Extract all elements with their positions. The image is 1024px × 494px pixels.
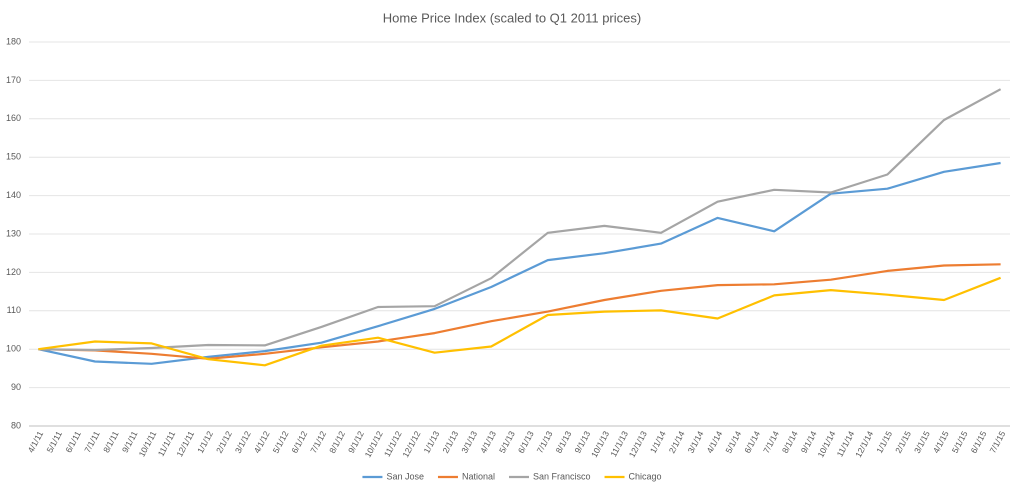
x-tick-label: 4/1/11 — [26, 429, 46, 454]
x-tick-label: 9/1/13 — [572, 429, 592, 455]
x-tick-label: 12/1/12 — [400, 429, 422, 459]
x-tick-label: 7/1/12 — [308, 429, 328, 455]
x-tick-label: 6/1/11 — [63, 429, 83, 454]
x-tick-label: 6/1/13 — [516, 429, 536, 455]
x-tick-label: 4/1/14 — [704, 429, 724, 455]
x-tick-label: 6/1/12 — [289, 429, 309, 455]
x-tick-label: 1/1/15 — [874, 429, 894, 455]
x-tick-label: 7/1/11 — [82, 429, 102, 454]
x-tick-label: 4/1/13 — [478, 429, 498, 455]
x-tick-label: 5/1/11 — [44, 429, 64, 454]
x-tick-label: 6/1/15 — [969, 429, 989, 455]
y-tick-label: 110 — [7, 305, 21, 315]
x-tick-label: 7/1/15 — [987, 429, 1007, 455]
y-tick-label: 160 — [6, 113, 21, 123]
y-tick-label: 150 — [6, 152, 21, 162]
x-tick-label: 9/1/12 — [346, 429, 366, 455]
legend-label: San Jose — [386, 471, 424, 481]
y-tick-label: 120 — [6, 267, 21, 277]
x-tick-label: 12/1/11 — [174, 429, 196, 458]
y-tick-label: 90 — [11, 382, 21, 392]
x-tick-label: 1/1/12 — [195, 429, 215, 455]
x-tick-label: 9/1/14 — [799, 429, 819, 455]
y-tick-label: 80 — [11, 420, 21, 430]
x-tick-label: 3/1/12 — [233, 429, 253, 455]
x-tick-label: 12/1/14 — [853, 429, 875, 459]
x-tick-label: 7/1/13 — [535, 429, 555, 455]
series-line — [38, 88, 1002, 352]
x-tick-label: 6/1/14 — [742, 429, 762, 455]
x-tick-label: 5/1/14 — [723, 429, 743, 455]
x-tick-label: 4/1/12 — [252, 429, 272, 455]
x-tick-label: 4/1/15 — [931, 429, 951, 455]
y-tick-label: 170 — [6, 75, 21, 85]
x-tick-label: 5/1/12 — [271, 429, 291, 455]
x-tick-label: 3/1/14 — [686, 429, 706, 455]
x-tick-label: 2/1/12 — [214, 429, 234, 455]
y-tick-label: 100 — [6, 344, 21, 354]
x-tick-label: 8/1/14 — [780, 429, 800, 455]
x-tick-label: 3/1/15 — [912, 429, 932, 455]
x-tick-label: 8/1/11 — [101, 429, 121, 454]
y-tick-label: 180 — [6, 36, 21, 46]
x-tick-label: 2/1/15 — [893, 429, 913, 455]
x-tick-label: 5/1/13 — [497, 429, 517, 455]
series-line — [38, 263, 1001, 360]
x-tick-label: 2/1/13 — [440, 429, 460, 455]
x-tick-label: 2/1/14 — [667, 429, 687, 455]
x-tick-label: 12/1/13 — [627, 429, 649, 459]
x-tick-label: 7/1/14 — [761, 429, 781, 455]
y-tick-label: 140 — [6, 190, 21, 200]
x-tick-label: 1/1/13 — [421, 429, 441, 455]
x-tick-label: 8/1/12 — [327, 429, 347, 455]
series-line — [38, 161, 1001, 365]
x-tick-label: 9/1/11 — [120, 429, 140, 454]
x-tick-label: 8/1/13 — [553, 429, 573, 455]
x-tick-label: 1/1/14 — [648, 429, 668, 455]
legend-label: San Francisco — [533, 471, 591, 481]
legend-label: Chicago — [629, 471, 662, 481]
x-tick-label: 3/1/13 — [459, 429, 479, 455]
x-tick-label: 5/1/15 — [950, 429, 970, 455]
chart-title: Home Price Index (scaled to Q1 2011 pric… — [383, 10, 641, 25]
y-tick-label: 130 — [6, 228, 21, 238]
series-line — [38, 276, 1002, 367]
legend-label: National — [462, 471, 495, 481]
